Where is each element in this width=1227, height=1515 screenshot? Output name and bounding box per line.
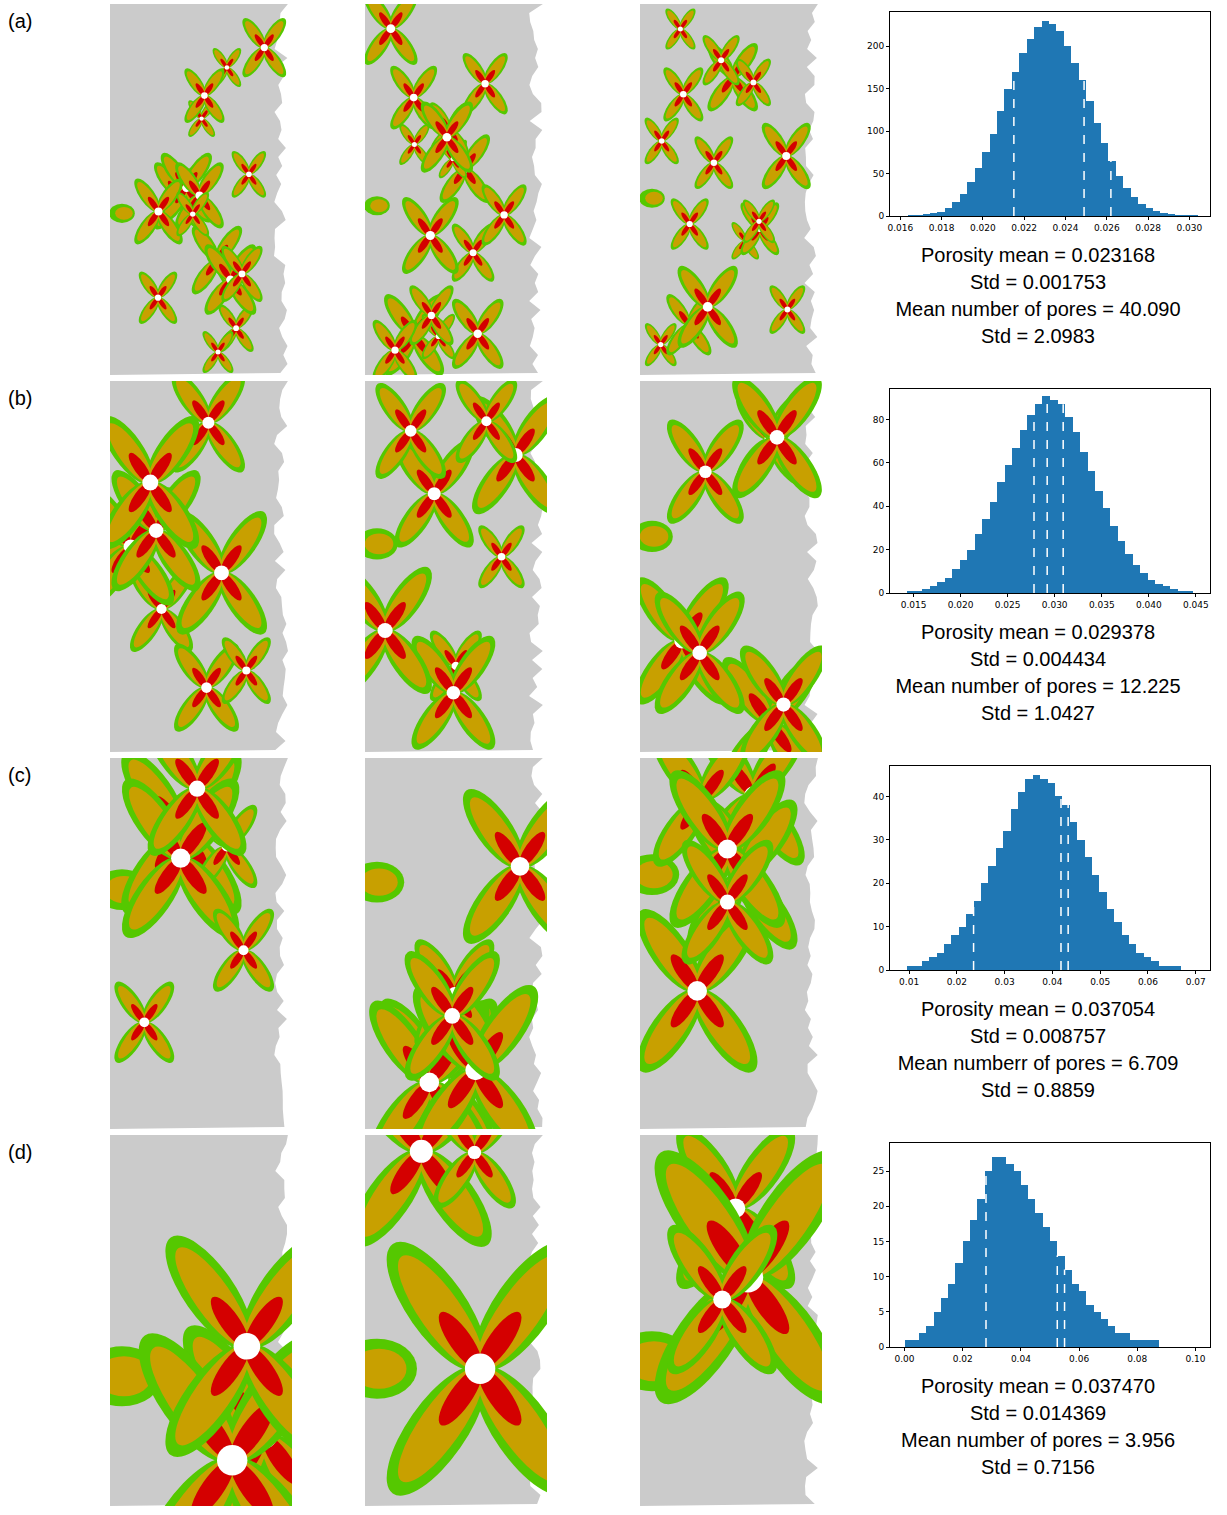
svg-text:150: 150 — [867, 84, 884, 94]
svg-text:0.015: 0.015 — [901, 600, 927, 610]
svg-text:5: 5 — [878, 1307, 884, 1317]
html-text:Mean number of pores = 40.090: Mean number of pores = 40.090 — [895, 298, 1181, 320]
svg-text:10: 10 — [873, 922, 885, 932]
svg-text:50: 50 — [873, 169, 885, 179]
html-text:Mean numberr of pores = 6.709: Mean numberr of pores = 6.709 — [897, 1052, 1179, 1074]
svg-text:0.026: 0.026 — [1094, 223, 1120, 233]
html-text:Porosity mean = 0.037054: Porosity mean = 0.037054 — [921, 998, 1155, 1020]
svg-text:0.018: 0.018 — [929, 223, 955, 233]
html-text:Porosity mean = 0.029378: Porosity mean = 0.029378 — [921, 621, 1155, 643]
svg-text:25: 25 — [873, 1166, 884, 1176]
svg-text:0.08: 0.08 — [1127, 1354, 1147, 1364]
svg-text:40: 40 — [873, 792, 885, 802]
html-text:(a): (a) — [8, 10, 33, 32]
svg-text:0.022: 0.022 — [1011, 223, 1037, 233]
svg-text:0: 0 — [878, 588, 884, 598]
svg-text:0.02: 0.02 — [953, 1354, 973, 1364]
html-text:Std = 0.001753: Std = 0.001753 — [969, 271, 1107, 293]
html-text:Std = 0.7156: Std = 0.7156 — [981, 1456, 1095, 1478]
svg-text:0.025: 0.025 — [995, 600, 1021, 610]
html-text:Std = 0.8859: Std = 0.8859 — [981, 1079, 1095, 1101]
svg-text:40: 40 — [873, 501, 885, 511]
svg-text:0.00: 0.00 — [895, 1354, 915, 1364]
svg-text:0: 0 — [878, 1342, 884, 1352]
svg-text:80: 80 — [873, 415, 885, 425]
svg-text:0.030: 0.030 — [1042, 600, 1068, 610]
html-text:Porosity mean = 0.023168: Porosity mean = 0.023168 — [921, 244, 1155, 266]
svg-text:20: 20 — [873, 1201, 885, 1211]
svg-text:0: 0 — [878, 211, 884, 221]
html-text:Mean number of pores = 12.225: Mean number of pores = 12.225 — [895, 675, 1181, 697]
svg-text:0: 0 — [878, 965, 884, 975]
svg-text:200: 200 — [867, 41, 884, 51]
html-text:Std = 1.0427: Std = 1.0427 — [981, 702, 1095, 724]
svg-text:0.02: 0.02 — [947, 977, 967, 987]
svg-text:10: 10 — [873, 1272, 885, 1282]
svg-text:0.028: 0.028 — [1135, 223, 1161, 233]
svg-text:0.020: 0.020 — [970, 223, 996, 233]
svg-text:0.020: 0.020 — [948, 600, 974, 610]
svg-text:0.030: 0.030 — [1176, 223, 1202, 233]
svg-text:0.045: 0.045 — [1183, 600, 1209, 610]
html-text:Mean number of pores = 3.956: Mean number of pores = 3.956 — [901, 1429, 1175, 1451]
svg-text:15: 15 — [873, 1237, 884, 1247]
svg-text:0.10: 0.10 — [1185, 1354, 1205, 1364]
svg-text:0.03: 0.03 — [995, 977, 1015, 987]
svg-text:0.04: 0.04 — [1011, 1354, 1031, 1364]
svg-text:0.01: 0.01 — [899, 977, 919, 987]
html-text:Std = 0.008757: Std = 0.008757 — [969, 1025, 1107, 1047]
svg-text:0.016: 0.016 — [887, 223, 913, 233]
svg-text:0.05: 0.05 — [1090, 977, 1110, 987]
svg-text:0.040: 0.040 — [1136, 600, 1162, 610]
html-text:(c): (c) — [8, 764, 32, 786]
svg-text:30: 30 — [873, 835, 885, 845]
svg-text:0.06: 0.06 — [1069, 1354, 1089, 1364]
html-text:Std = 2.0983: Std = 2.0983 — [981, 325, 1095, 347]
html-text:(b): (b) — [8, 387, 33, 409]
svg-text:20: 20 — [873, 878, 885, 888]
svg-text:100: 100 — [867, 126, 884, 136]
html-text:Std = 0.004434: Std = 0.004434 — [969, 648, 1107, 670]
html-text:(d): (d) — [8, 1141, 33, 1163]
svg-text:0.06: 0.06 — [1138, 977, 1158, 987]
svg-text:0.024: 0.024 — [1053, 223, 1079, 233]
svg-text:0.035: 0.035 — [1089, 600, 1115, 610]
svg-text:0.04: 0.04 — [1042, 977, 1062, 987]
svg-text:20: 20 — [873, 545, 885, 555]
html-text:Porosity mean = 0.037470: Porosity mean = 0.037470 — [921, 1375, 1155, 1397]
svg-text:0.07: 0.07 — [1186, 977, 1206, 987]
html-text:Std = 0.014369: Std = 0.014369 — [969, 1402, 1107, 1424]
svg-text:60: 60 — [873, 458, 885, 468]
